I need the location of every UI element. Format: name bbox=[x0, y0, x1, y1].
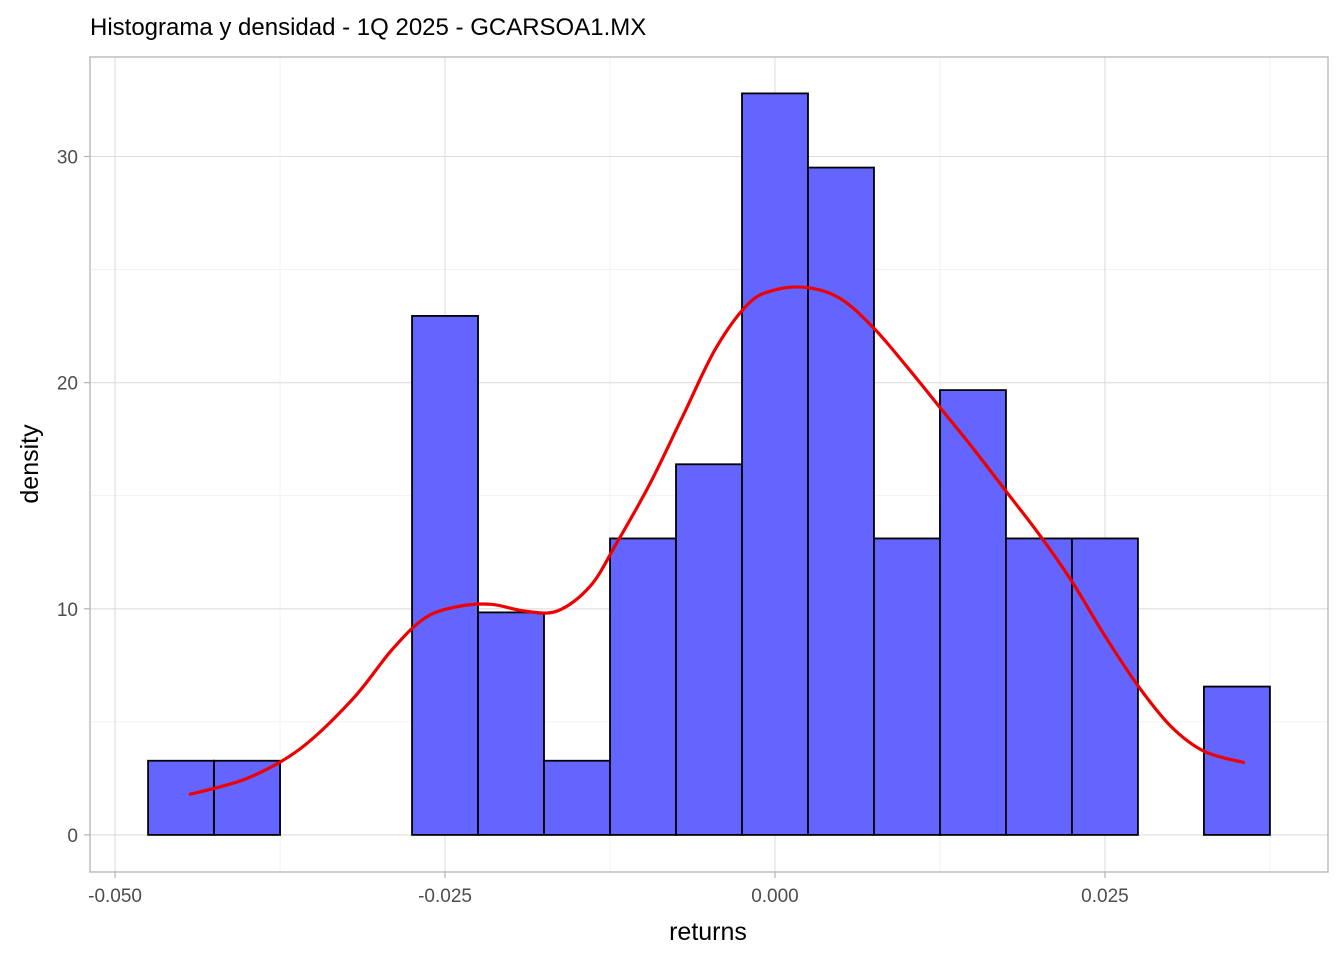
histogram-bars bbox=[147, 92, 1271, 836]
histogram-bar bbox=[939, 389, 1007, 836]
x-tick-label: 0.025 bbox=[1081, 886, 1129, 907]
histogram-bar bbox=[147, 759, 215, 836]
histogram-bar bbox=[741, 92, 809, 836]
histogram-bar bbox=[807, 166, 875, 836]
y-tick-label: 10 bbox=[57, 600, 78, 621]
y-tick-label: 30 bbox=[57, 148, 78, 169]
histogram-bar bbox=[873, 537, 941, 836]
density-curve bbox=[188, 285, 1246, 796]
histogram-bar bbox=[675, 463, 743, 836]
histogram-bar bbox=[477, 611, 545, 836]
x-tick-label: 0.000 bbox=[751, 886, 799, 907]
y-axis-ticks: 0 10 20 30 bbox=[57, 148, 90, 847]
x-axis-title: returns bbox=[669, 918, 747, 946]
histogram-bar bbox=[1005, 537, 1073, 836]
plot-panel-border bbox=[89, 56, 1329, 873]
histogram-bar bbox=[213, 759, 281, 836]
histogram-bar bbox=[543, 759, 611, 836]
histogram-bar bbox=[609, 537, 677, 836]
y-tick-label: 20 bbox=[57, 374, 78, 395]
x-tick-label: -0.050 bbox=[88, 886, 142, 907]
histogram-bar bbox=[1071, 537, 1139, 836]
chart-title: Histograma y densidad - 1Q 2025 - GCARSO… bbox=[90, 14, 646, 41]
x-axis-ticks: -0.050 -0.025 0.000 0.025 bbox=[88, 872, 1129, 907]
x-tick-label: -0.025 bbox=[418, 886, 472, 907]
y-axis-title: density bbox=[16, 424, 44, 504]
histogram-bar bbox=[411, 315, 479, 836]
y-tick-label: 0 bbox=[67, 826, 78, 847]
